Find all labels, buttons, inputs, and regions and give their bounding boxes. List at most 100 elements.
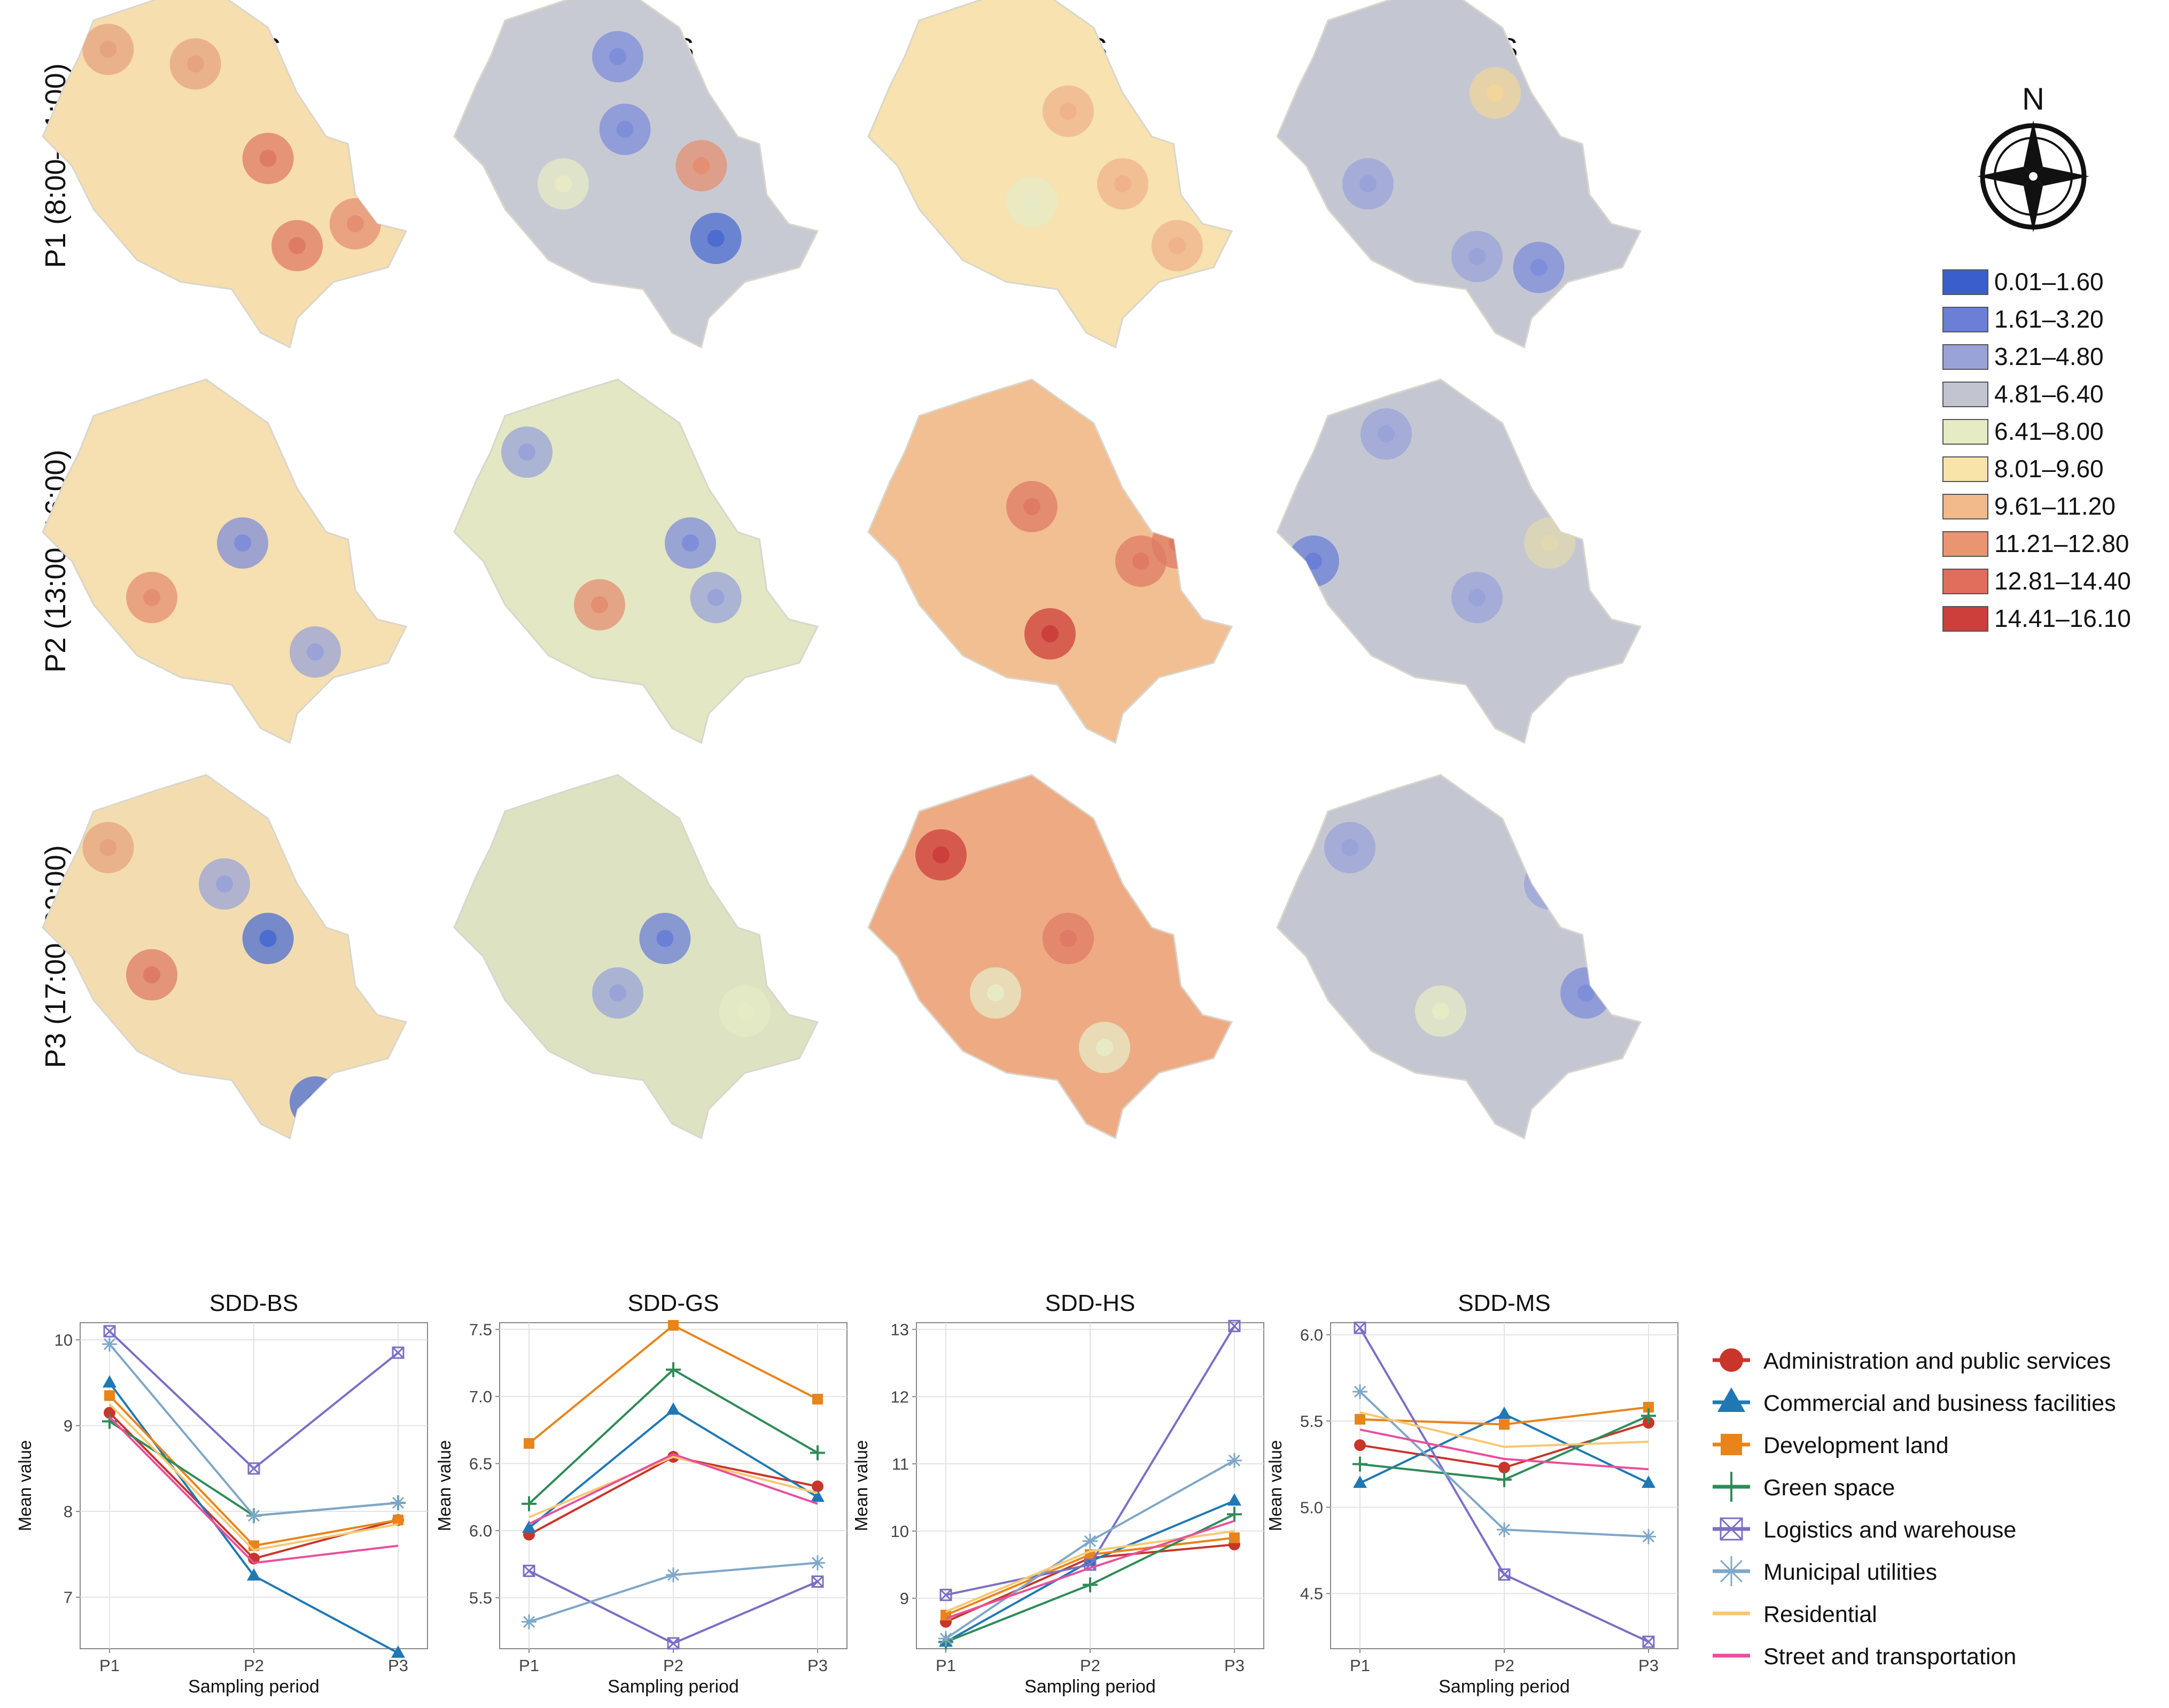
x-axis-label: Sampling period bbox=[188, 1676, 320, 1697]
y-axis-label: Mean value bbox=[851, 1440, 871, 1532]
series-green-space bbox=[1352, 1408, 1656, 1487]
map-panel bbox=[867, 0, 1233, 349]
data-point bbox=[522, 1614, 537, 1629]
map-hotspot-core bbox=[1468, 589, 1486, 606]
map-panel bbox=[867, 774, 1233, 1140]
legend-swatch bbox=[1942, 569, 1988, 594]
compass-needle-west-icon bbox=[1977, 167, 2033, 186]
district-shape bbox=[42, 774, 408, 1140]
series-development-land bbox=[940, 1532, 1240, 1621]
series-municipal-utilities bbox=[102, 1337, 406, 1524]
map-hotspot-core bbox=[346, 215, 364, 232]
map-hotspots bbox=[126, 517, 341, 678]
x-tick-label: P1 bbox=[99, 1656, 120, 1675]
x-tick-label: P3 bbox=[807, 1656, 828, 1675]
x-tick-label: P1 bbox=[936, 1656, 956, 1675]
map-hotspots bbox=[501, 426, 742, 631]
data-point bbox=[246, 1508, 261, 1524]
data-point bbox=[1083, 1533, 1098, 1549]
map-hotspots bbox=[592, 913, 771, 1037]
chart-title: SDD-GS bbox=[627, 1290, 719, 1316]
data-point bbox=[1355, 1414, 1365, 1425]
map-hotspot-core bbox=[1378, 425, 1395, 442]
series-logistics-and-warehouse bbox=[103, 1325, 405, 1475]
series-legend-label: Street and transportation bbox=[1763, 1644, 2016, 1670]
y-tick-label: 12 bbox=[891, 1387, 909, 1406]
y-tick-label: 10 bbox=[55, 1331, 73, 1349]
map-hotspot-core bbox=[1096, 1039, 1113, 1056]
map-hotspot-core bbox=[693, 157, 710, 174]
y-tick-label: 7.5 bbox=[469, 1321, 492, 1339]
compass-needle-north-icon bbox=[2024, 120, 2043, 176]
map-hotspot-core bbox=[1359, 175, 1377, 192]
map-hotspot-core bbox=[234, 534, 251, 552]
series-line bbox=[108, 1403, 399, 1551]
x-axis-label: Sampling period bbox=[1024, 1676, 1156, 1697]
legend-label: 11.21–12.80 bbox=[1994, 530, 2129, 557]
legend-label: 0.01–1.60 bbox=[1994, 268, 2104, 296]
map-hotspot-core bbox=[1114, 175, 1131, 192]
data-point bbox=[667, 1637, 680, 1650]
map-hotspot-core bbox=[259, 150, 277, 167]
series-development-land bbox=[1355, 1402, 1654, 1430]
data-point bbox=[1643, 1402, 1654, 1413]
series-green-space bbox=[522, 1362, 825, 1511]
map-hotspots bbox=[1006, 86, 1203, 271]
y-axis-label: Mean value bbox=[434, 1440, 454, 1532]
map-hotspots bbox=[538, 31, 742, 264]
series-commercial-and-business-facilities bbox=[522, 1402, 825, 1533]
legend-swatch bbox=[1942, 456, 1988, 482]
data-point bbox=[1720, 1348, 1743, 1372]
map-hotspot-core bbox=[1577, 984, 1595, 1001]
map-panel bbox=[453, 378, 819, 744]
data-point bbox=[1497, 1472, 1512, 1487]
legend-swatch bbox=[1942, 531, 1988, 557]
map-hotspot-core bbox=[1060, 103, 1077, 120]
legend-swatch bbox=[1942, 606, 1988, 632]
map-hotspot-core bbox=[1023, 498, 1040, 515]
series-development-land bbox=[524, 1320, 823, 1449]
series-line bbox=[945, 1520, 1235, 1620]
data-point bbox=[1227, 1493, 1241, 1506]
x-tick-label: P2 bbox=[1494, 1656, 1514, 1675]
district-shape bbox=[867, 0, 1233, 349]
y-tick-label: 6.5 bbox=[469, 1455, 492, 1473]
line-chart-panel: SDD-BS 7 8 9 10 P1 P2 P3 Sampling period Mean val… bbox=[15, 1290, 428, 1697]
series-municipal-utilities bbox=[1352, 1384, 1656, 1544]
legend-swatch bbox=[1942, 382, 1988, 407]
x-tick-label: P3 bbox=[388, 1656, 408, 1675]
series-residential bbox=[1359, 1411, 1649, 1448]
line-chart-panel: SDD-GS 5.5 6.0 6.5 7.0 7.5 P1 P2 P3 Sampling peri… bbox=[434, 1290, 848, 1697]
data-point bbox=[102, 1337, 117, 1352]
data-point bbox=[522, 1496, 537, 1511]
district-shape bbox=[453, 774, 819, 1140]
data-point bbox=[1641, 1408, 1656, 1424]
map-hotspot-core bbox=[307, 643, 324, 661]
data-point bbox=[1716, 1556, 1746, 1586]
data-point bbox=[1228, 1319, 1241, 1332]
y-tick-label: 6.0 bbox=[1300, 1326, 1323, 1345]
map-hotspot-core bbox=[707, 230, 725, 247]
map-hotspot-core bbox=[1530, 259, 1548, 276]
y-tick-label: 9 bbox=[64, 1417, 73, 1435]
map-panel bbox=[453, 0, 819, 349]
series-street-and-transportation bbox=[945, 1520, 1235, 1620]
data-point bbox=[1083, 1577, 1098, 1593]
map-hotspot-core bbox=[682, 534, 699, 552]
series-logistics-and-warehouse bbox=[939, 1319, 1241, 1601]
data-point bbox=[1720, 1517, 1743, 1541]
map-hotspot-core bbox=[143, 966, 160, 983]
map-hotspot-core bbox=[609, 984, 626, 1001]
legend-swatch bbox=[1942, 269, 1988, 295]
data-point bbox=[1721, 1434, 1742, 1455]
series-residential bbox=[528, 1455, 818, 1518]
series-commercial-and-business-facilities bbox=[1353, 1407, 1655, 1488]
x-axis-label: Sampling period bbox=[608, 1676, 739, 1697]
map-hotspot-core bbox=[1041, 625, 1059, 642]
map-hotspot-core bbox=[99, 41, 117, 58]
map-hotspot-core bbox=[736, 1003, 753, 1020]
y-tick-label: 11 bbox=[892, 1455, 909, 1473]
series-street-and-transportation bbox=[108, 1416, 399, 1564]
series-residential bbox=[108, 1403, 399, 1551]
